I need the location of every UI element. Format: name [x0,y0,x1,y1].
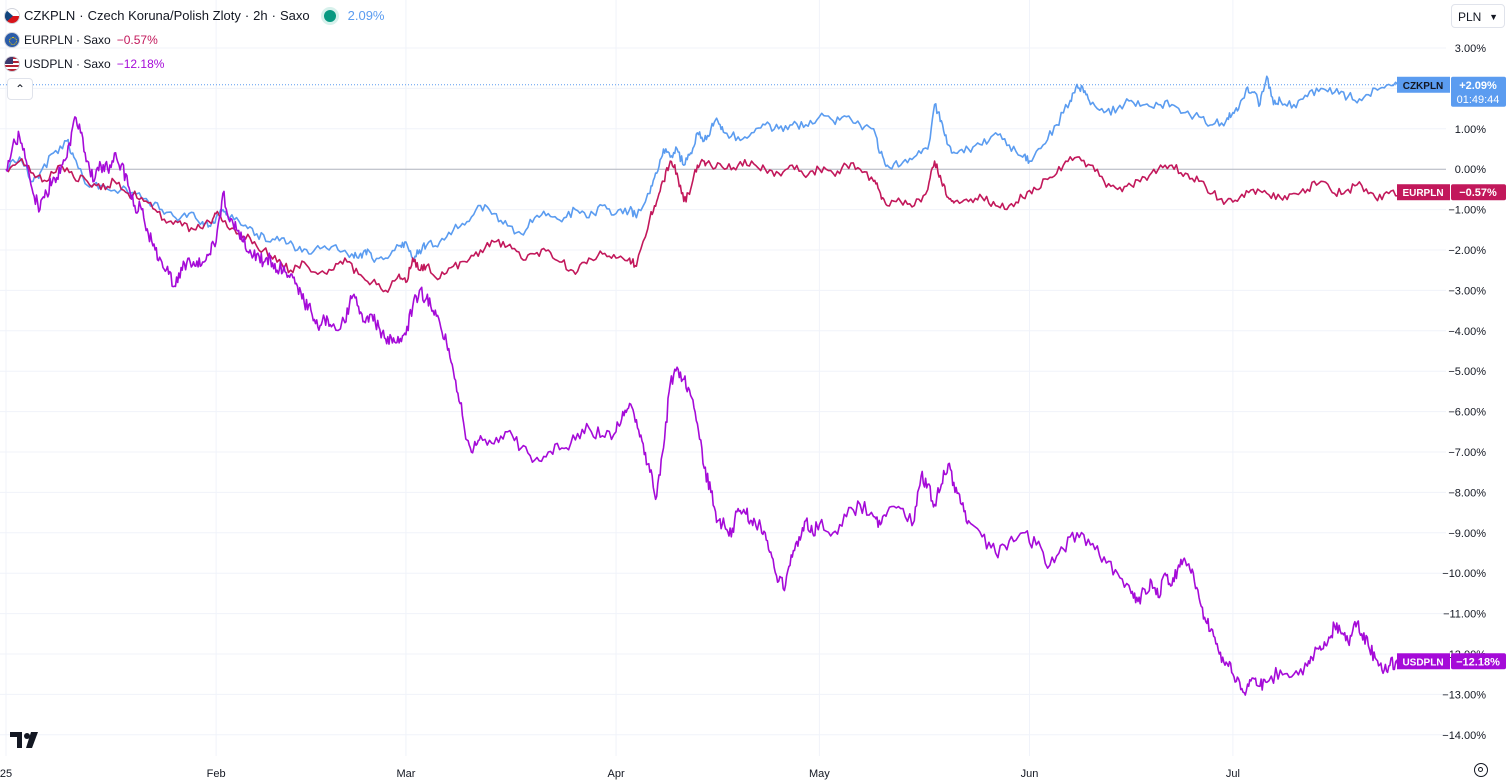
price-label-value-box [1451,184,1506,201]
legend-main-row[interactable]: CZKPLN · Czech Koruna/Polish Zloty · 2h … [4,4,385,28]
y-tick-label: −5.00% [1448,366,1486,378]
price-label-usdpln: USDPLN −12.18% [1397,653,1506,670]
currency-label: PLN [1458,10,1482,24]
price-label-value: −12.18% [1456,656,1500,668]
series-line-czkpln [5,75,1403,263]
y-tick-label: −1.00% [1448,205,1486,217]
legend-usd-row[interactable]: USDPLN · Saxo −12.18% [4,52,385,76]
usd-change: −12.18% [116,57,165,71]
x-tick-label: Feb [207,768,226,780]
main-name: Czech Koruna/Polish Zloty [87,8,241,23]
y-tick-label: −7.00% [1448,447,1486,459]
y-tick-label: −6.00% [1448,407,1486,419]
eur-change: −0.57% [116,33,158,47]
y-tick-label: −3.00% [1448,285,1486,297]
legend: CZKPLN · Czech Koruna/Polish Zloty · 2h … [4,4,385,76]
price-label-value: −0.57% [1459,187,1497,199]
x-tick-label: Jul [1226,768,1240,780]
x-tick-label: Mar [396,768,415,780]
price-label-name-box [1397,76,1450,93]
price-label-value-box [1451,76,1506,107]
y-tick-label: −4.00% [1448,326,1486,338]
eu-flag-icon [4,32,20,48]
price-label-eurpln: EURPLN −0.57% [1397,184,1506,201]
main-symbol[interactable]: CZKPLN [24,8,76,23]
czech-flag-icon [4,8,20,24]
price-label-value-box [1451,653,1506,670]
eur-text[interactable]: EURPLN · Saxo [24,33,111,47]
price-label-name: CZKPLN [1403,81,1444,92]
price-label-countdown: 01:49:44 [1457,94,1500,106]
y-tick-label: −8.00% [1448,487,1486,499]
chevron-up-icon: ⌃ [14,82,26,96]
main-interval: 2h [253,8,268,23]
y-tick-label: −9.00% [1448,528,1486,540]
tradingview-logo-icon[interactable] [10,728,44,750]
y-tick-label: −10.00% [1442,568,1486,580]
gear-icon[interactable] [1474,763,1488,777]
price-label-value: +2.09% [1459,80,1497,92]
grid [0,0,1446,756]
main-source: Saxo [279,8,310,23]
price-label-name-box [1397,653,1450,670]
chevron-down-icon: ▼ [1489,12,1498,22]
price-label-name: EURPLN [1402,188,1443,199]
collapse-legend-button[interactable]: ⌃ [7,78,33,100]
main-change: 2.09% [347,8,385,23]
price-label-czkpln: CZKPLN +2.09% 01:49:44 [1397,76,1506,107]
price-labels: CZKPLN +2.09% 01:49:44 EURPLN −0.57% USDPLN −1… [1397,76,1506,670]
y-tick-label: −14.00% [1442,730,1486,742]
y-axis[interactable]: 3.00%2.00%1.00%0.00%−1.00%−2.00%−3.00%−4… [1442,43,1486,742]
series-group [5,75,1403,696]
market-status-icon[interactable] [323,10,336,22]
y-tick-label: −13.00% [1442,689,1486,701]
price-label-name: USDPLN [1402,657,1443,668]
y-tick-label: 1.00% [1455,124,1486,136]
separator: · [79,8,84,23]
x-tick-label: 25 [0,768,12,780]
series-line-usdpln [5,116,1403,696]
price-label-name-box [1397,184,1450,201]
y-tick-label: −2.00% [1448,245,1486,257]
x-tick-label: Apr [607,768,624,780]
x-axis[interactable]: 25 Feb Mar Apr May Jun Jul [0,768,1240,780]
separator: · [271,8,276,23]
legend-eur-row[interactable]: EURPLN · Saxo −0.57% [4,28,385,52]
separator: · [244,8,250,23]
y-tick-label: 3.00% [1455,43,1486,55]
x-tick-label: Jun [1021,768,1039,780]
y-tick-label: 0.00% [1455,164,1486,176]
series-line-eurpln [5,156,1403,293]
x-tick-label: May [809,768,830,780]
currency-select[interactable]: PLN ▼ [1451,4,1505,28]
y-tick-label: −11.00% [1443,609,1486,621]
usd-text[interactable]: USDPLN · Saxo [24,57,111,71]
us-flag-icon [4,56,20,72]
